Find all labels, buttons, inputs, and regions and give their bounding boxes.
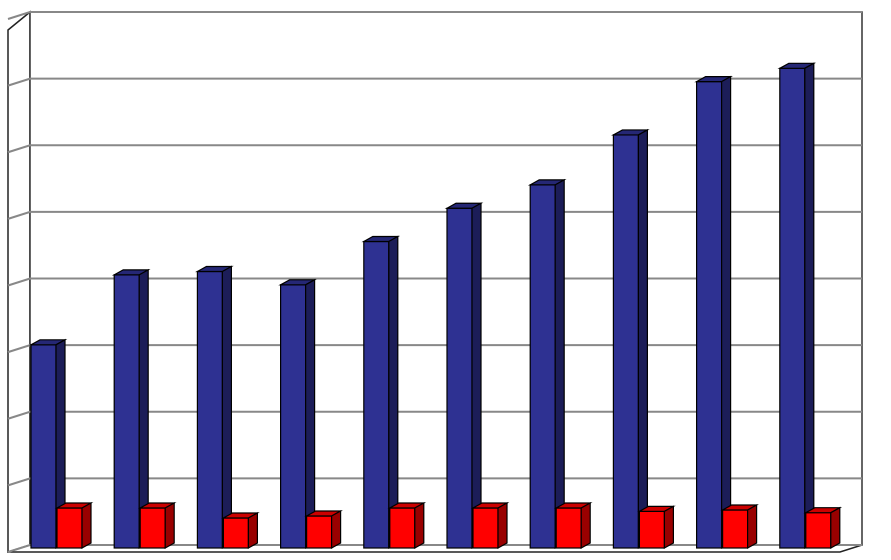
bar	[111, 268, 151, 550]
bar-front	[779, 67, 806, 549]
grid-line	[7, 477, 862, 487]
bar-front	[30, 344, 57, 549]
grid-line	[7, 277, 862, 287]
bar-front	[638, 510, 666, 549]
bar-front	[113, 274, 140, 549]
grid-line	[7, 144, 862, 154]
bar-side	[497, 502, 508, 550]
bar	[444, 202, 484, 550]
bar-front	[306, 515, 333, 549]
bar	[137, 502, 177, 550]
bar-side	[414, 502, 425, 550]
bar	[304, 510, 343, 550]
bar-front	[472, 507, 499, 549]
bar	[221, 511, 260, 550]
bar	[803, 506, 843, 550]
bar	[195, 265, 234, 550]
grid-line	[7, 410, 862, 420]
bar	[611, 128, 650, 550]
bar-front	[222, 517, 249, 549]
bar-side	[331, 510, 342, 550]
bar-side	[388, 235, 399, 550]
bar-front	[805, 512, 832, 549]
grid-line	[7, 77, 862, 87]
bar-side	[746, 504, 758, 550]
bar-side	[804, 62, 815, 550]
bar	[54, 502, 94, 550]
bar-front	[721, 509, 749, 549]
bar-front	[529, 184, 556, 549]
bar-side	[580, 502, 591, 550]
bar	[278, 278, 317, 550]
bar-front	[196, 270, 223, 549]
bar-front	[555, 507, 582, 549]
bar-side	[554, 178, 565, 550]
bar	[777, 62, 817, 550]
bar	[387, 502, 427, 550]
bar-side	[305, 278, 316, 550]
bar-side	[81, 502, 92, 550]
bar-side	[830, 506, 841, 550]
bar-side	[637, 128, 649, 550]
bar-side	[221, 265, 232, 550]
bar-side	[663, 505, 675, 550]
bar-front	[612, 134, 640, 549]
bar-side	[164, 502, 175, 550]
bar	[637, 505, 676, 550]
bar-front	[363, 240, 390, 549]
bar	[553, 502, 593, 550]
bar	[694, 75, 733, 550]
bar	[527, 178, 567, 550]
bar	[470, 502, 510, 550]
bar	[720, 504, 759, 550]
bar-front	[56, 507, 83, 549]
bar-front	[139, 507, 166, 549]
bar-front	[389, 507, 416, 549]
bar-side	[471, 202, 482, 550]
bar-front	[446, 207, 473, 549]
bar	[361, 235, 401, 550]
grid-line	[7, 11, 862, 20]
bar-front	[280, 284, 307, 549]
bar-front	[695, 81, 723, 549]
bar-side	[247, 511, 258, 550]
grid-line	[7, 210, 862, 220]
bar-side	[720, 75, 732, 550]
